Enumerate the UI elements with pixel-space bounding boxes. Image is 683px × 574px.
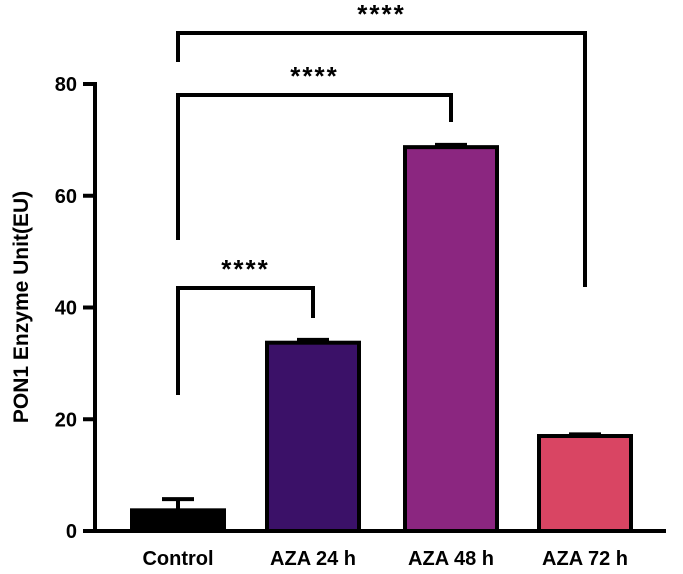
error-bar [162, 497, 194, 511]
error-bar [297, 337, 329, 343]
significance-brackets: **** **** **** [176, 0, 587, 395]
significance-bracket: **** [176, 254, 315, 395]
y-tick-label: 40 [55, 298, 77, 320]
axes [93, 82, 666, 533]
error-bar [569, 432, 601, 437]
significance-bracket: **** [176, 0, 587, 287]
x-axis-labels: Control AZA 24 h AZA 48 h AZA 72 h [142, 548, 628, 570]
bar-aza-72-h [537, 434, 633, 534]
y-tick-label: 60 [55, 186, 77, 208]
bar-aza-24-h [265, 340, 361, 534]
significance-label: **** [290, 61, 338, 91]
y-axis-title: PON1 Enzyme Unit(EU) [10, 191, 33, 423]
error-bar [435, 142, 467, 148]
bars [130, 145, 633, 534]
x-category-label: AZA 24 h [270, 548, 356, 570]
error-bars [162, 142, 601, 511]
x-category-label: AZA 72 h [542, 548, 628, 570]
significance-bracket: **** [176, 61, 453, 240]
significance-label: **** [357, 0, 405, 29]
x-category-label: AZA 48 h [408, 548, 494, 570]
y-tick-label: 0 [66, 521, 77, 543]
bar-aza-48-h [403, 145, 499, 533]
y-axis-ticks: 0 20 40 60 80 [55, 74, 95, 543]
x-category-label: Control [142, 548, 213, 570]
significance-label: **** [221, 254, 269, 284]
y-tick-label: 20 [55, 409, 77, 431]
bar-control [130, 508, 226, 534]
y-tick-label: 80 [55, 74, 77, 96]
